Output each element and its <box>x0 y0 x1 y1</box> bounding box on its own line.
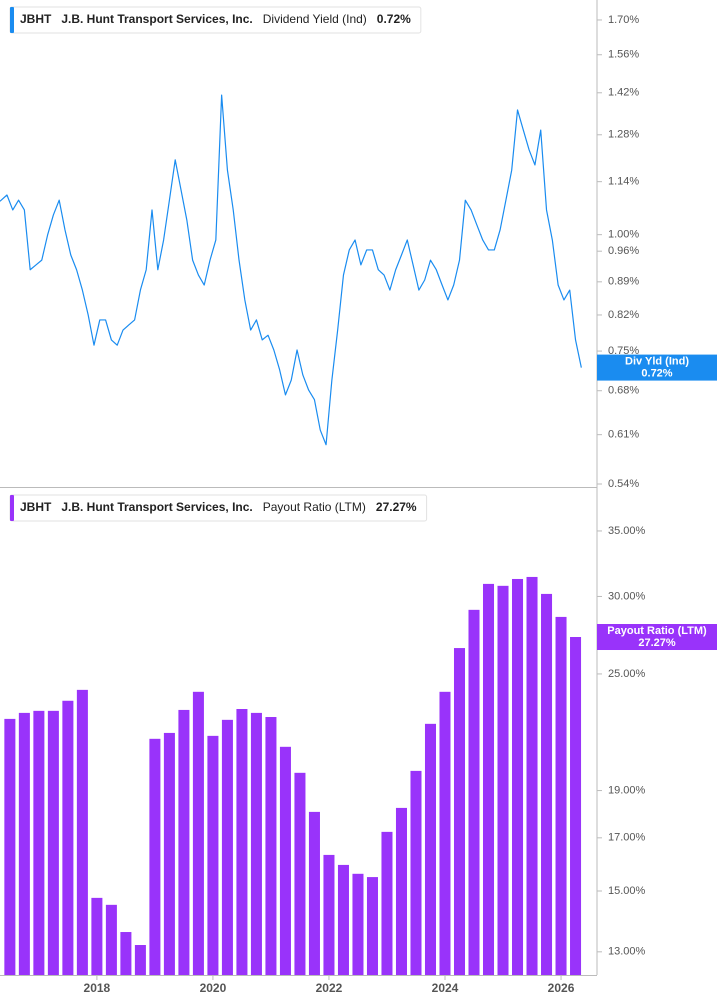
yield-line <box>0 94 582 446</box>
y-tick-label: 1.56% <box>608 49 639 61</box>
bar <box>381 831 393 975</box>
y-tick-label: 0.61% <box>608 429 639 441</box>
bar <box>555 616 567 975</box>
bar <box>308 811 320 975</box>
y-tick-label: 19.00% <box>608 784 646 796</box>
y-tick-label: 0.75% <box>608 345 639 357</box>
bar <box>294 772 306 975</box>
y-tick-label: 0.54% <box>608 478 639 490</box>
bar <box>352 873 364 975</box>
bar <box>250 712 262 975</box>
bar <box>323 854 335 975</box>
x-tick-label: 2024 <box>432 981 459 995</box>
bar <box>221 719 233 975</box>
y-tick-label: 1.14% <box>608 176 639 188</box>
y-tick-label: 0.82% <box>608 309 639 321</box>
bar <box>395 807 407 975</box>
x-tick-label: 2022 <box>316 981 343 995</box>
value-tag <box>597 624 717 651</box>
bar <box>163 732 175 975</box>
bar <box>439 691 451 975</box>
bar <box>337 864 349 975</box>
bar <box>468 609 480 975</box>
bar <box>570 637 582 975</box>
bar <box>105 904 117 975</box>
bar <box>410 770 422 975</box>
y-tick-label: 1.28% <box>608 129 639 141</box>
bar <box>482 583 495 975</box>
bar <box>178 709 190 975</box>
y-tick-label: 1.00% <box>608 229 639 241</box>
legend-swatch <box>10 495 14 521</box>
x-tick-label: 2018 <box>84 981 111 995</box>
y-tick-label: 13.00% <box>608 946 646 958</box>
bar <box>62 700 74 975</box>
bar <box>192 691 204 975</box>
y-tick-label: 35.00% <box>608 525 646 537</box>
bar <box>512 578 524 975</box>
bar <box>120 932 132 975</box>
y-tick-label: 0.96% <box>608 245 639 257</box>
x-tick-label: 2026 <box>548 981 575 995</box>
y-tick-label: 1.42% <box>608 87 639 99</box>
legend-value: 27.27% <box>376 500 417 514</box>
bar <box>541 593 553 975</box>
bar <box>76 689 88 975</box>
bar <box>18 712 30 975</box>
legend-company: J.B. Hunt Transport Services, Inc. <box>61 500 252 514</box>
y-tick-label: 0.68% <box>608 385 639 397</box>
bar <box>47 710 59 975</box>
legend-series: Payout Ratio (LTM) <box>263 500 366 514</box>
bar <box>149 738 161 975</box>
value-tag <box>597 354 717 381</box>
bar <box>4 718 16 975</box>
bar <box>207 735 219 975</box>
bar <box>526 576 538 975</box>
legend-series: Dividend Yield (Ind) <box>263 12 367 26</box>
bar <box>453 648 466 975</box>
value-tag-name: Div Yld (Ind) <box>625 355 689 367</box>
bar <box>424 723 437 975</box>
y-tick-label: 1.70% <box>608 14 639 26</box>
y-tick-label: 30.00% <box>608 590 646 602</box>
y-tick-label: 15.00% <box>608 885 646 897</box>
bar <box>236 709 248 975</box>
legend-value: 0.72% <box>377 12 411 26</box>
value-tag-name: Payout Ratio (LTM) <box>607 625 707 637</box>
bar <box>366 877 378 975</box>
bar <box>279 746 291 975</box>
bar <box>33 710 45 975</box>
bar <box>134 945 146 975</box>
bar <box>91 897 103 975</box>
y-tick-label: 25.00% <box>608 668 646 680</box>
legend-swatch <box>10 7 14 33</box>
bar <box>265 717 277 975</box>
x-tick-label: 2020 <box>200 981 227 995</box>
legend-ticker: JBHT <box>20 12 52 26</box>
legend-company: J.B. Hunt Transport Services, Inc. <box>61 12 252 26</box>
y-tick-label: 17.00% <box>608 832 646 844</box>
value-tag-value: 0.72% <box>641 367 672 379</box>
y-tick-label: 0.89% <box>608 276 639 288</box>
value-tag-value: 27.27% <box>638 637 676 649</box>
bar <box>497 585 509 975</box>
legend-ticker: JBHT <box>20 500 52 514</box>
